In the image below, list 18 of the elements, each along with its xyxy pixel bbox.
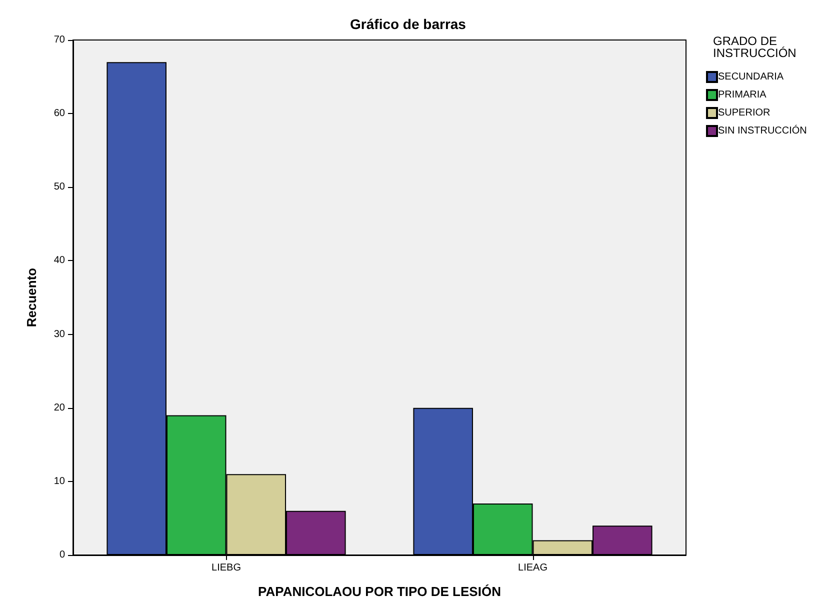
y-tick-label: 10 [54, 476, 66, 487]
legend-label: SIN INSTRUCCIÓN [718, 124, 807, 136]
legend-title: GRADO DE INSTRUCCIÓN [713, 34, 796, 60]
y-axis-title: Recuento [24, 268, 39, 328]
y-tick-label: 60 [54, 108, 66, 120]
y-tick-label: 0 [59, 550, 66, 560]
legend-label: SUPERIOR [718, 108, 770, 118]
y-tick-label: 20 [54, 402, 66, 414]
chart-title: Gráfico de barras [350, 16, 466, 32]
legend-label: PRIMARIA [718, 90, 767, 100]
x-axis-title: PAPANICOLAOU POR TIPO DE LESIÓN [258, 584, 501, 599]
y-tick-label: 30 [54, 328, 66, 340]
legend-label: SECUNDARIA [718, 72, 784, 82]
y-tick-label: 40 [54, 255, 66, 266]
y-tick-label: 70 [54, 34, 66, 46]
x-tick-label: LIEAG [518, 562, 548, 574]
y-tick-label: 50 [54, 182, 66, 193]
x-tick-label: LIEBG [212, 562, 242, 574]
